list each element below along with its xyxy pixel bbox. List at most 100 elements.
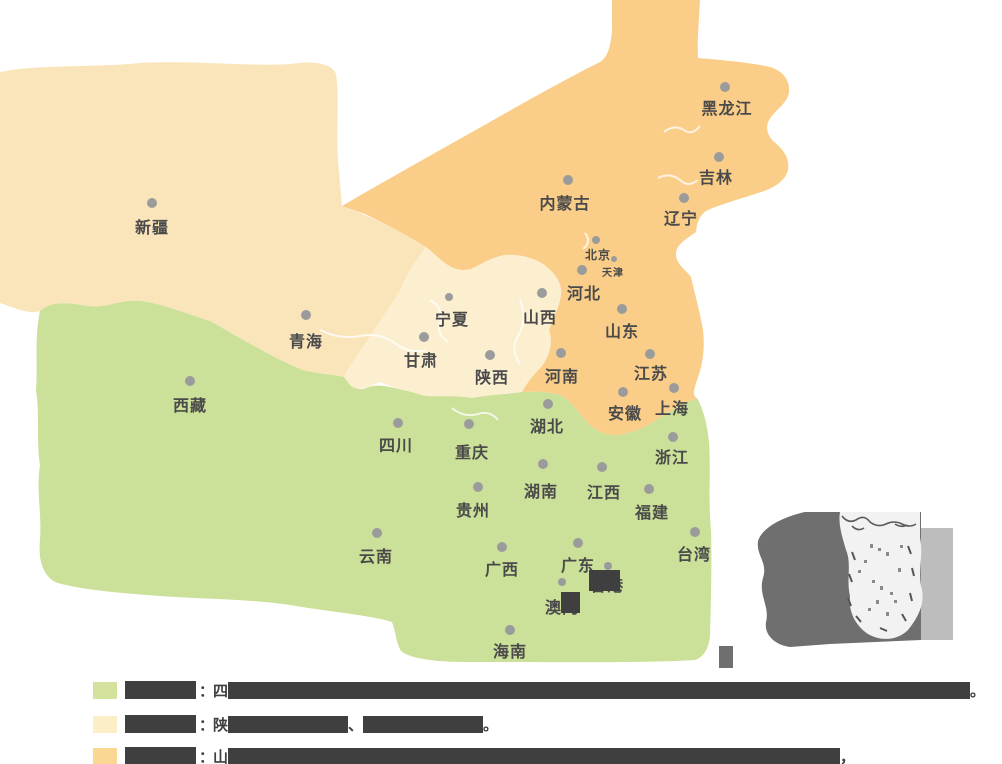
province-label-guizhou: 贵州: [455, 501, 491, 520]
province-label-jiangsu: 江苏: [633, 364, 669, 383]
city-dot-zhejiang: [668, 432, 678, 442]
province-label-shanxi: 山西: [522, 308, 558, 327]
inset-dash-line: [847, 545, 915, 632]
city-dot-anhui: [618, 387, 628, 397]
province-label-fujian: 福建: [634, 503, 670, 522]
inset-shadow-strip: [920, 528, 953, 640]
province-label-sichuan: 四川: [378, 436, 414, 455]
inset-corner-square: [719, 646, 733, 668]
legend-label-redacted-green: [125, 681, 196, 699]
province-label-shanghai: 上海: [654, 399, 690, 418]
region-north-orange: [342, 0, 790, 436]
legend-row-cream: ：陕 、 。: [93, 714, 498, 734]
province-label-guangdong: 广东: [560, 556, 596, 575]
province-label-heilongjiang: 黑龙江: [701, 99, 753, 118]
province-label-xinjiang: 新疆: [134, 218, 170, 237]
legend-colon-green: ：: [199, 681, 215, 700]
province-label-yunnan: 云南: [358, 547, 394, 566]
province-label-neimenggu: 内蒙古: [539, 194, 591, 213]
city-dot-xizang: [185, 376, 195, 386]
province-label-taiwan: 台湾: [676, 545, 712, 564]
city-dot-taiwan: [690, 527, 700, 537]
province-label-hainan: 海南: [492, 642, 528, 661]
legend-text-orange-2: ，: [840, 747, 856, 764]
city-dot-sichuan: [393, 418, 403, 428]
province-label-anhui: 安徽: [607, 404, 643, 423]
redaction-box-macau: [561, 592, 580, 613]
legend-redacted-bar-cream-1: [228, 715, 349, 733]
legend-colon-orange: ：: [199, 747, 215, 764]
city-dot-liaoning: [679, 193, 689, 203]
province-label-jiangxi: 江西: [586, 483, 622, 502]
province-border-squiggles: [319, 125, 701, 421]
city-dot-xinjiang: [147, 198, 157, 208]
city-dot-beijing: [592, 236, 600, 244]
province-label-gansu: 甘肃: [403, 351, 439, 370]
city-dot-guangdong: [573, 538, 583, 548]
inset-map-panel: [839, 512, 923, 639]
city-dot-qinghai: [301, 310, 311, 320]
city-dot-hainan: [505, 625, 515, 635]
city-dot-heilongjiang: [720, 82, 730, 92]
city-dot-ningxia: [445, 293, 453, 301]
province-label-jilin: 吉林: [698, 168, 734, 187]
city-dot-hebei: [577, 265, 587, 275]
province-label-zhejiang: 浙江: [654, 448, 690, 467]
legend-colon-cream: ：: [199, 715, 215, 734]
province-label-ningxia: 宁夏: [434, 310, 470, 329]
legend-text-cream-0: 陕: [213, 715, 229, 734]
province-label-hunan: 湖南: [523, 482, 559, 501]
city-dot-shaanxi: [485, 350, 495, 360]
city-dot-hunan: [538, 459, 548, 469]
city-dot-macau: [558, 578, 566, 586]
redaction-box-hongkong: [589, 570, 620, 591]
legend-redacted-bar-orange-1: [228, 747, 841, 764]
legend-text-cream-2: 、: [348, 715, 364, 734]
inset-coastline: [841, 515, 917, 531]
city-dot-guangxi: [497, 542, 507, 552]
city-dot-gansu: [419, 332, 429, 342]
province-label-liaoning: 辽宁: [663, 209, 699, 228]
city-dot-tianjin: [611, 256, 617, 262]
city-dot-jiangsu: [645, 349, 655, 359]
legend-label-redacted-cream: [125, 715, 196, 733]
province-label-beijing: 北京: [584, 248, 612, 262]
province-label-hebei: 河北: [566, 284, 602, 303]
city-dot-jiangxi: [597, 462, 607, 472]
province-label-qinghai: 青海: [288, 332, 324, 351]
city-dot-shandong: [617, 304, 627, 314]
city-dot-fujian: [644, 484, 654, 494]
province-label-shandong: 山东: [604, 322, 640, 341]
province-label-shaanxi: 陕西: [474, 368, 510, 387]
legend-text-orange-0: 山: [213, 747, 229, 764]
south-china-sea-inset: [719, 512, 953, 668]
city-dot-hubei: [543, 399, 553, 409]
city-dot-henan: [556, 348, 566, 358]
legend-row-green: ：四 。: [93, 680, 985, 700]
legend-swatch-green: [93, 681, 117, 699]
province-label-henan: 河南: [544, 367, 580, 386]
city-dot-jilin: [714, 152, 724, 162]
inset-islands: [858, 544, 903, 616]
city-dot-chongqing: [464, 419, 474, 429]
legend-label-redacted-orange: [125, 747, 196, 764]
legend-text-cream-4: 。: [483, 715, 499, 734]
city-dot-hongkong: [604, 562, 612, 570]
province-label-guangxi: 广西: [484, 560, 520, 579]
city-dot-guizhou: [473, 482, 483, 492]
city-dot-neimenggu: [563, 175, 573, 185]
city-dot-shanxi: [537, 288, 547, 298]
region-south-green: [36, 300, 712, 663]
region-west-cream: [0, 62, 426, 378]
province-label-tianjin: 天津: [602, 268, 624, 279]
legend-text-green-2: 。: [970, 681, 986, 700]
legend-swatch-cream: [93, 715, 117, 733]
legend-redacted-bar-green-1: [228, 681, 971, 699]
city-dot-shanghai: [669, 383, 679, 393]
city-dot-yunnan: [372, 528, 382, 538]
legend-text-green-0: 四: [213, 681, 229, 700]
province-label-hubei: 湖北: [529, 417, 565, 436]
